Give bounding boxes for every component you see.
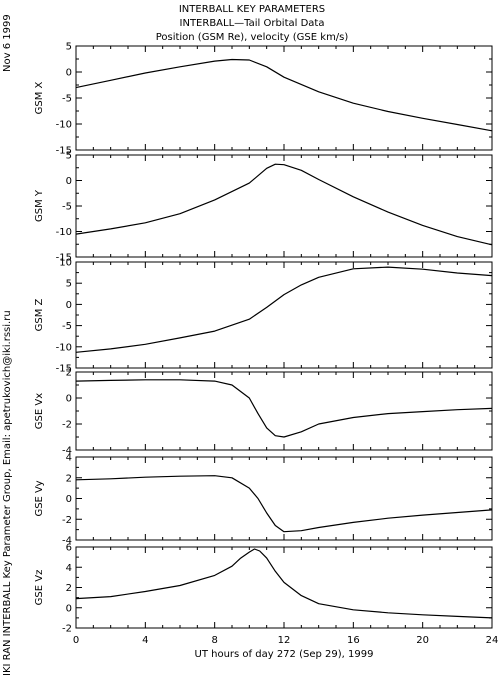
y-tick-label: 0 xyxy=(66,300,72,311)
y-tick-label: 2 xyxy=(66,473,72,484)
series-line xyxy=(75,58,493,132)
y-tick-label: -15 xyxy=(56,364,72,375)
y-tick-label: 4 xyxy=(66,563,72,574)
y-axis-label: GSE Vz xyxy=(34,570,45,606)
y-tick-label: 0 xyxy=(66,603,72,614)
y-tick-label: 0 xyxy=(66,394,72,405)
x-tick-label: 12 xyxy=(278,635,291,646)
y-tick-label: 0 xyxy=(66,68,72,79)
x-tick-label: 4 xyxy=(142,635,148,646)
panel-1: 5 0 -5 -10 -15 GSM X xyxy=(34,42,493,157)
y-tick-label: 5 xyxy=(66,42,72,53)
y-tick-label: -2 xyxy=(62,420,72,431)
series-line xyxy=(75,266,493,353)
x-tick-label: 24 xyxy=(486,635,499,646)
panel-frame xyxy=(75,546,493,629)
y-tick-label: -10 xyxy=(56,120,72,131)
y-tick-label: -2 xyxy=(62,515,72,526)
y-tick-label: 6 xyxy=(66,543,72,554)
y-tick-label: 2 xyxy=(66,368,72,379)
chart-subtitle: INTERBALL—Tail Orbital Data xyxy=(179,18,325,29)
y-tick-label: 10 xyxy=(59,258,72,269)
y-axis-label: GSM Y xyxy=(34,189,45,222)
panel-3: 10 5 0 -5 -10 -15 GSM Z xyxy=(34,258,493,375)
y-axis-label: GSE Vy xyxy=(34,480,45,516)
panel-frame xyxy=(75,456,493,541)
y-tick-label: -5 xyxy=(62,94,72,105)
series-line xyxy=(75,548,493,619)
y-tick-label: -4 xyxy=(62,446,72,457)
panel-6: 6 4 2 0 -2 GSE Vz xyxy=(34,543,493,635)
y-tick-label: -15 xyxy=(56,253,72,264)
x-tick-label: 20 xyxy=(416,635,429,646)
y-tick-label: -4 xyxy=(62,536,72,547)
series-line xyxy=(75,379,493,438)
series-line xyxy=(75,163,493,246)
panel-4: 2 0 -2 -4 GSE Vx xyxy=(34,368,493,457)
y-tick-label: -5 xyxy=(62,321,72,332)
y-tick-label: 5 xyxy=(66,151,72,162)
y-tick-label: 2 xyxy=(66,583,72,594)
y-axis-label: GSM Z xyxy=(34,298,45,331)
x-tick-label: 0 xyxy=(73,635,79,646)
panel-2: 5 0 -5 -10 -15 GSM Y xyxy=(34,151,493,264)
y-axis-label: GSE Vx xyxy=(34,393,45,429)
panel-frame xyxy=(75,45,493,151)
x-tick-label: 16 xyxy=(347,635,360,646)
y-tick-label: -15 xyxy=(56,146,72,157)
y-tick-label: -2 xyxy=(62,624,72,635)
panel-5: 4 2 0 -2 -4 GSE Vy xyxy=(34,453,493,547)
x-axis-label: UT hours of day 272 (Sep 29), 1999 xyxy=(195,649,374,660)
chart-title: INTERBALL KEY PARAMETERS xyxy=(178,4,326,15)
series-line xyxy=(75,475,493,533)
x-tick-label: 8 xyxy=(211,635,217,646)
y-tick-label: -10 xyxy=(56,342,72,353)
y-tick-label: 5 xyxy=(66,279,72,290)
y-axis-label: GSM X xyxy=(34,81,45,114)
y-tick-label: -10 xyxy=(56,227,72,238)
y-tick-label: 4 xyxy=(66,453,72,464)
chart-units-line: Position (GSM Re), velocity (GSE km/s) xyxy=(155,32,349,43)
y-tick-label: 0 xyxy=(66,176,72,187)
y-tick-label: 0 xyxy=(66,494,72,505)
panel-frame xyxy=(75,154,493,258)
y-tick-label: -5 xyxy=(62,202,72,213)
panel-frame xyxy=(75,261,493,369)
